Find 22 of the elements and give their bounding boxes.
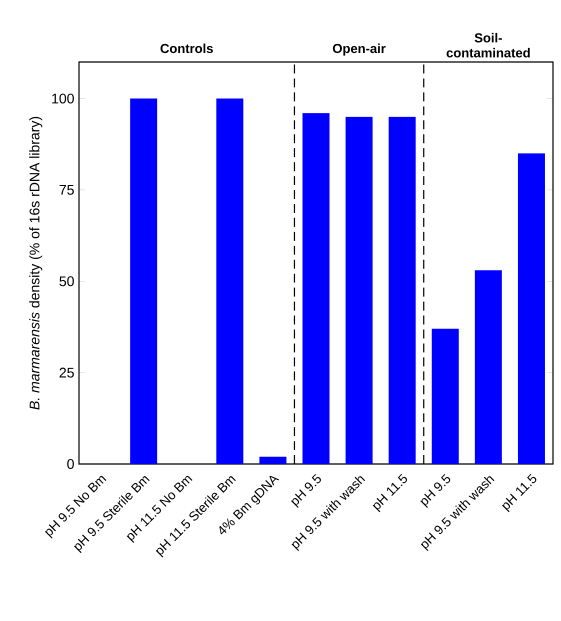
bar [130,98,158,464]
x-tick-label: pH 9.5 [420,474,450,508]
y-tick-label: 25 [60,368,74,378]
y-axis-title: B. marmarensis density (% of 16s rDNA library) [29,116,42,410]
x-tick-label: pH 11.5 [502,474,536,512]
y-tick-label: 50 [59,276,74,286]
y-tick-label: 75 [60,185,74,195]
bar [302,113,330,464]
y-tick-label: 0 [67,459,74,469]
bar [518,153,545,464]
bar [346,116,373,464]
text: Controls [160,44,213,54]
x-tick-label: pH 9.5 [291,474,321,508]
bar [216,98,244,464]
x-tick-label: pH 11.5 [372,474,408,512]
bar [432,328,459,464]
bar [388,116,416,464]
bar [474,270,502,464]
text: Soil-contaminated [446,32,530,58]
bar [259,456,286,464]
y-tick-label: 100 [52,94,74,104]
text: Open-air [332,44,386,56]
